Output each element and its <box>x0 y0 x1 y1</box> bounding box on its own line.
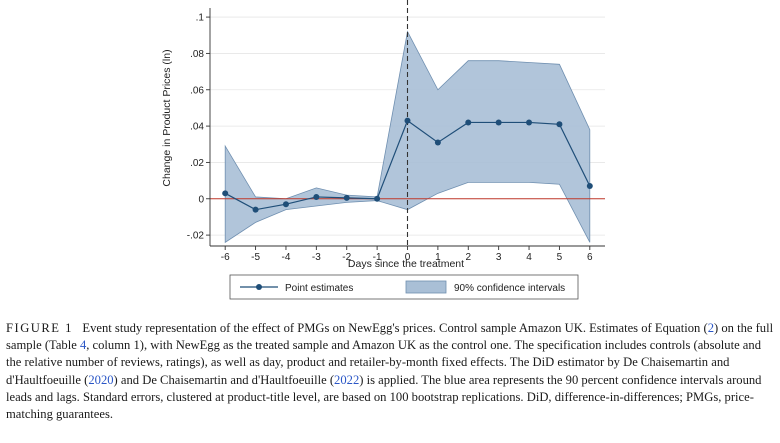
x-tick-label-9: 3 <box>496 252 502 263</box>
x-tick-label-0: -6 <box>221 252 230 263</box>
legend-ci-swatch <box>405 280 447 294</box>
point-estimate-marker-7 <box>434 139 441 146</box>
figure-caption: FIGURE 1 Event study representation of t… <box>6 320 774 423</box>
point-estimate-marker-3 <box>313 193 320 200</box>
y-tick-label-3: .04 <box>190 122 204 133</box>
table-link[interactable]: 4 <box>79 338 87 353</box>
y-tick-label-1: 0 <box>198 194 204 205</box>
legend-label-confidence-intervals: 90% confidence intervals <box>454 283 565 294</box>
x-tick-label-7: 1 <box>435 252 441 263</box>
legend-point-swatch-marker <box>256 284 262 290</box>
x-tick-label-11: 5 <box>557 252 563 263</box>
legend: Point estimates 90% confidence intervals <box>229 274 579 300</box>
x-tick-label-5: -1 <box>373 252 382 263</box>
point-estimate-marker-4 <box>343 194 350 201</box>
y-tick-label-2: .02 <box>190 158 204 169</box>
point-estimate-marker-5 <box>374 195 381 202</box>
y-tick-label-6: .1 <box>196 13 205 24</box>
x-tick-label-2: -4 <box>282 252 291 263</box>
x-tick-label-6: 0 <box>405 252 411 263</box>
caption-text-4: ) and De Chaisemartin and d'Haultfoeuill… <box>113 372 335 387</box>
point-estimate-marker-10 <box>526 119 533 126</box>
figure-label: FIGURE 1 <box>6 321 73 335</box>
y-axis-title: Change in Product Prices (ln) <box>161 49 173 186</box>
point-estimate-marker-9 <box>495 119 502 126</box>
point-estimate-marker-0 <box>222 190 229 197</box>
y-tick-label-5: .08 <box>190 49 204 60</box>
point-estimate-marker-12 <box>586 183 593 190</box>
x-axis-title: Days since the treatment <box>348 258 464 270</box>
y-tick-label-4: .06 <box>190 85 204 96</box>
legend-label-point-estimates: Point estimates <box>285 283 353 294</box>
point-estimate-marker-2 <box>282 201 289 208</box>
caption-text-5: ) is applied. The blue area represents t… <box>6 372 762 422</box>
point-estimate-marker-8 <box>465 119 472 126</box>
event-study-chart: -.02 0 .02 .04 .06 .08 .1 -6 -5 -4 -3 -2 -1 0 1 2 3 4 5 6 C… <box>148 0 618 310</box>
x-tick-label-12: 6 <box>587 252 593 263</box>
y-tick-label-0: -.02 <box>187 231 205 242</box>
x-tick-label-10: 4 <box>526 252 532 263</box>
equation-link[interactable]: 2 <box>707 321 714 335</box>
x-tick-label-1: -5 <box>251 252 260 263</box>
citation-link-2020[interactable]: 2020 <box>88 372 114 387</box>
caption-text-1: Event study representation of the effect… <box>82 321 708 335</box>
point-estimate-marker-1 <box>252 206 259 213</box>
figure-panel: -.02 0 .02 .04 .06 .08 .1 -6 -5 -4 -3 -2 -1 0 1 2 3 4 5 6 C… <box>148 0 618 310</box>
point-estimate-marker-6 <box>404 117 411 124</box>
citation-link-2022[interactable]: 2022 <box>334 372 360 387</box>
point-estimate-marker-11 <box>556 121 563 128</box>
caption-text-3: , column 1), with NewEgg as the treated … <box>6 338 761 387</box>
x-tick-label-4: -2 <box>342 252 351 263</box>
x-tick-label-8: 2 <box>465 252 471 263</box>
x-tick-label-3: -3 <box>312 252 321 263</box>
caption-text-2: ) on the full sample (Table <box>6 321 774 353</box>
